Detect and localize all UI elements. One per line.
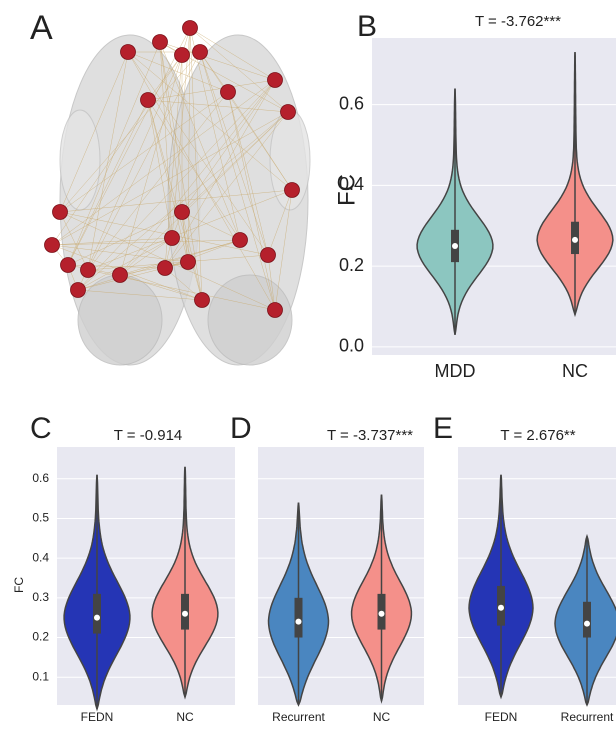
median-dot [584,621,590,627]
y-tick-label: 0.2 [32,630,49,644]
y-tick-label: 0.4 [32,550,49,564]
panel-label: A [30,9,53,47]
x-tick-label: MDD [435,361,476,381]
node [195,293,210,308]
node [221,85,236,100]
x-tick-label: Recurrent [272,710,325,724]
node [61,258,76,273]
node [181,255,196,270]
chart-title: T = -0.914 [114,427,183,444]
brain-image [45,21,311,366]
y-tick-label: 0.1 [32,669,49,683]
y-tick-label: 0.5 [32,511,49,525]
y-axis-label: FC [12,577,26,593]
node [71,283,86,298]
median-dot [182,611,188,617]
figure: A B T = -3.762*** FC 0.0 0.2 0.4 0.6 MDD NC C T = … [0,0,616,730]
plot-background [258,447,424,705]
node [261,248,276,263]
x-tick-label: NC [176,710,194,724]
iqr-box [583,602,591,638]
y-tick-label: 0.3 [32,590,49,604]
chart-title: T = -3.762*** [475,13,561,30]
iqr-box [295,598,303,638]
panel-label: C [30,412,52,445]
node [285,183,300,198]
panel-label: E [433,412,453,445]
y-tick-label: 0.4 [339,174,364,194]
y-tick-label: 0.0 [339,336,364,356]
node [268,73,283,88]
node [141,93,156,108]
x-tick-label: FEDN [485,710,518,724]
median-dot [379,611,385,617]
panel-label: D [230,412,252,445]
node [165,231,180,246]
node [281,105,296,120]
node [268,303,283,318]
iqr-box [93,594,101,634]
node [158,261,173,276]
x-tick-label: Recurrent [561,710,614,724]
x-tick-label: NC [562,361,588,381]
chart-title: T = 2.676** [500,427,575,444]
panel-label: B [357,10,377,43]
node [183,21,198,36]
node [81,263,96,278]
median-dot [572,237,578,243]
node [113,268,128,283]
median-dot [452,243,458,249]
node [193,45,208,60]
lobe [208,275,292,365]
node [121,45,136,60]
x-tick-label: NC [373,710,391,724]
median-dot [296,619,302,625]
node [153,35,168,50]
lobe [78,275,162,365]
median-dot [498,605,504,611]
y-tick-label: 0.2 [339,255,364,275]
node [175,205,190,220]
y-tick-label: 0.6 [32,471,49,485]
x-tick-label: FEDN [81,710,114,724]
chart-title: T = -3.737*** [327,427,413,444]
node [233,233,248,248]
y-tick-label: 0.6 [339,93,364,113]
node [175,48,190,63]
lobe [60,110,100,210]
node [45,238,60,253]
node [53,205,68,220]
median-dot [94,615,100,621]
